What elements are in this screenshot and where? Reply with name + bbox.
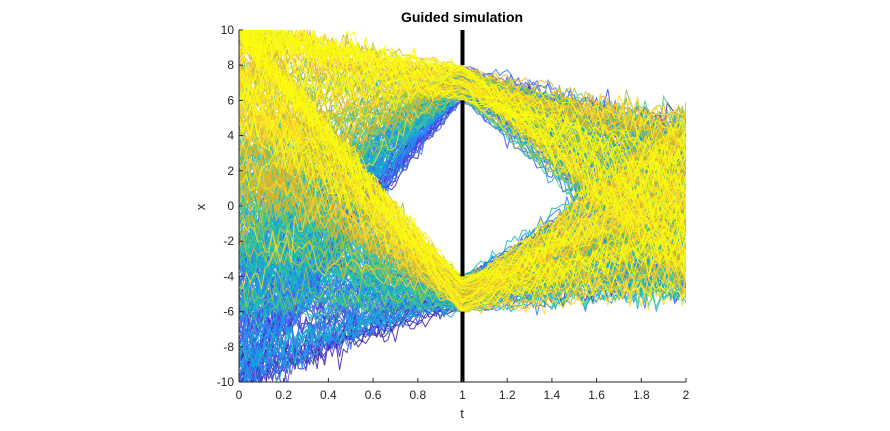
path-line xyxy=(239,81,686,311)
x-tick-label: 2 xyxy=(683,388,690,402)
path-line xyxy=(239,30,686,313)
path-line xyxy=(239,73,686,127)
x-tick-label: 0 xyxy=(236,388,243,402)
x-tick-label: 0.4 xyxy=(320,388,337,402)
path-line xyxy=(239,30,686,165)
path-line xyxy=(239,55,686,263)
x-tick-label: 1 xyxy=(459,388,466,402)
path-line xyxy=(239,94,686,300)
path-line xyxy=(239,30,686,254)
y-tick-label: -4 xyxy=(223,269,234,283)
y-axis-label: x xyxy=(193,203,208,210)
x-tick-label: 0.2 xyxy=(275,388,292,402)
path-line xyxy=(239,30,686,285)
x-tick-label: 0.6 xyxy=(365,388,382,402)
path-line xyxy=(239,30,686,197)
y-tick-label: -10 xyxy=(217,375,235,389)
x-tick-label: 1.4 xyxy=(544,388,561,402)
path-line xyxy=(239,38,686,160)
path-line xyxy=(239,30,686,284)
path-line xyxy=(239,30,686,275)
path-line xyxy=(239,76,686,290)
y-tick-label: -2 xyxy=(223,234,234,248)
path-line xyxy=(239,30,686,282)
path-line xyxy=(239,30,686,294)
path-line xyxy=(239,30,686,308)
path-line xyxy=(239,74,686,297)
x-tick-label: 1.8 xyxy=(633,388,650,402)
y-tick-label: 10 xyxy=(221,23,235,37)
y-tick-label: -6 xyxy=(223,305,234,319)
path-line xyxy=(239,30,686,282)
path-line xyxy=(239,166,686,299)
path-line xyxy=(239,30,686,281)
path-line xyxy=(239,48,686,257)
path-line xyxy=(239,65,686,170)
path-line xyxy=(239,100,686,281)
path-line xyxy=(239,78,686,194)
path-line xyxy=(239,139,686,298)
y-tick-label: 4 xyxy=(227,129,234,143)
y-tick-label: 8 xyxy=(227,58,234,72)
tick-labels: 0 0.2 0.4 0.6 0.8 1 1.2 1.4 1.6 1.8 2 10 8 6 4 2 0 -2 -4 -6… xyxy=(217,23,690,402)
chart-title: Guided simulation xyxy=(401,9,523,25)
x-tick-label: 0.8 xyxy=(409,388,426,402)
x-axis-label: t xyxy=(460,406,464,421)
y-tick-label: 2 xyxy=(227,164,234,178)
x-tick-label: 1.6 xyxy=(588,388,605,402)
path-line xyxy=(239,35,686,194)
path-line xyxy=(239,30,686,303)
y-tick-label: 6 xyxy=(227,93,234,107)
path-line xyxy=(239,30,686,301)
path-lines xyxy=(239,30,686,382)
y-tick-label: 0 xyxy=(227,199,234,213)
path-line xyxy=(239,30,686,145)
y-tick-label: -8 xyxy=(223,340,234,354)
x-tick-label: 1.2 xyxy=(499,388,516,402)
